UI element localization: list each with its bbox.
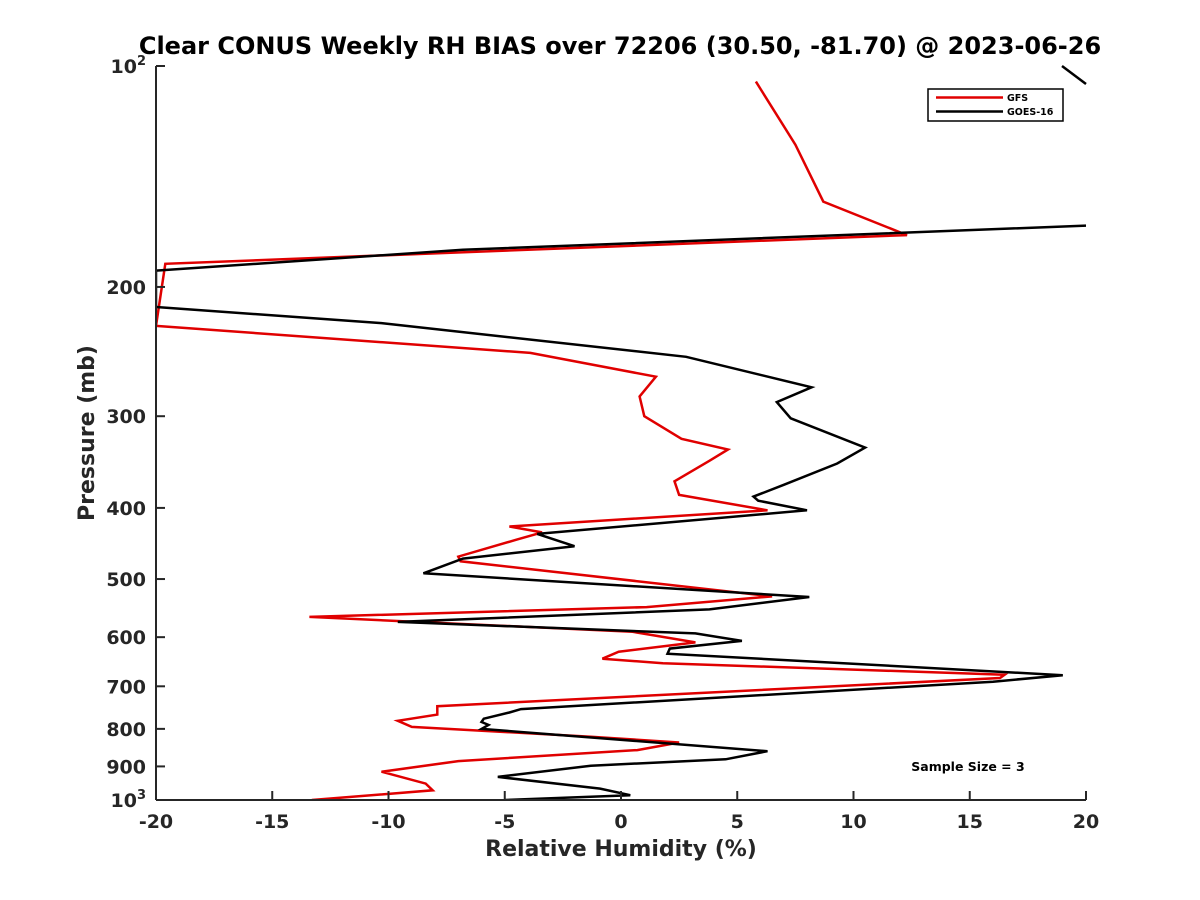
legend-label-gfs: GFS: [1007, 93, 1028, 104]
x-tick-label: 5: [731, 811, 744, 833]
x-tick-label: -15: [255, 811, 289, 833]
sample-size-annotation: Sample Size = 3: [911, 759, 1024, 774]
x-tick-label: -5: [494, 811, 515, 833]
y-tick-label: 700: [106, 676, 146, 698]
legend-box: [927, 88, 1064, 122]
x-tick-label: -20: [139, 811, 173, 833]
y-tick-label: 103: [111, 788, 147, 812]
goes16-line-overflow: [1061, 65, 1087, 85]
y-tick-label: 500: [106, 569, 146, 591]
x-tick-label: 20: [1073, 811, 1099, 833]
x-tick-label: 10: [840, 811, 866, 833]
chart-title: Clear CONUS Weekly RH BIAS over 72206 (3…: [139, 32, 1101, 60]
plot-area: [156, 66, 1086, 800]
y-axis-label: Pressure (mb): [75, 345, 100, 521]
y-tick-label: 300: [106, 406, 146, 428]
x-tick-label: 15: [957, 811, 983, 833]
legend: GFS GOES-16: [927, 88, 1064, 122]
series-line-goes-16: [156, 224, 1086, 800]
x-tick-label: 0: [614, 811, 627, 833]
y-tick-label: 400: [106, 498, 146, 520]
x-tick-labels: -20 -15 -10 -5 0 5 10 15 20: [139, 811, 1099, 833]
series-layer: [156, 80, 1086, 800]
y-tick-label: 900: [106, 756, 146, 778]
y-tick-label: 200: [106, 277, 146, 299]
x-tick-label: -10: [371, 811, 405, 833]
legend-label-goes16: GOES-16: [1007, 107, 1054, 118]
y-tick-label: 800: [106, 719, 146, 741]
x-axis-label: Relative Humidity (%): [485, 837, 757, 862]
y-tick-label: 600: [106, 627, 146, 649]
axes-layer: [155, 65, 1087, 801]
